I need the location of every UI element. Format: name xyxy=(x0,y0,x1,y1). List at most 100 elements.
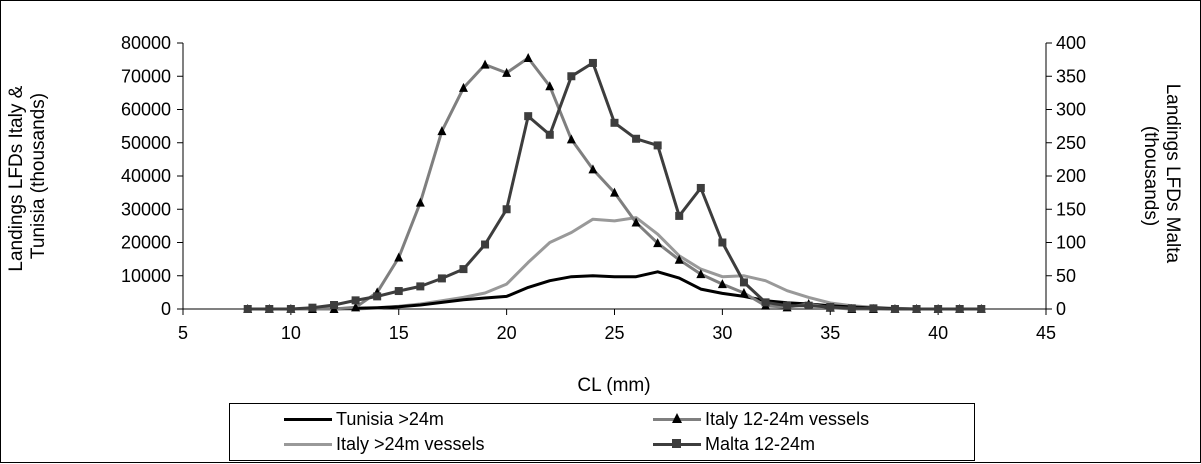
point-marker-malta-12-24m xyxy=(696,183,705,192)
point-marker-malta-12-24m xyxy=(632,134,641,143)
y-axis-left-ticks: 0 10000 20000 30000 40000 50000 60000 70000 8000… xyxy=(121,33,183,319)
y-tick-label: 20000 xyxy=(121,233,171,253)
point-marker-malta-12-24m xyxy=(739,278,748,287)
point-marker-italy-12-24m xyxy=(545,81,555,91)
point-marker-italy-12-24m xyxy=(351,302,361,312)
x-tick-label: 40 xyxy=(928,323,948,343)
y2-tick-label: 50 xyxy=(1056,266,1076,286)
legend-square-marker xyxy=(672,439,681,448)
legend-swatch-italy-12-24 xyxy=(653,412,701,426)
y-tick-label: 60000 xyxy=(121,100,171,120)
point-marker-malta-12-24m xyxy=(847,304,856,313)
point-marker-italy-12-24m xyxy=(631,217,641,227)
legend-label-italy-12-24: Italy 12-24m vessels xyxy=(705,408,870,429)
point-marker-italy-12-24m xyxy=(588,164,598,174)
point-marker-malta-12-24m xyxy=(373,292,382,301)
y-axis-right-title-line1: Landings LFDs Malta xyxy=(1162,84,1183,264)
point-marker-italy-12-24m xyxy=(610,187,619,197)
x-tick-label: 30 xyxy=(712,323,732,343)
point-marker-italy-12-24m xyxy=(674,254,684,264)
point-marker-malta-12-24m xyxy=(524,112,533,121)
y2-tick-label: 200 xyxy=(1056,166,1086,186)
y-axis-left-title-line2: Tunisia (thousands) xyxy=(28,93,49,259)
legend-swatch-tunisia xyxy=(284,412,332,426)
legend-label-italy-gt24: Italy >24m vessels xyxy=(336,433,485,454)
point-marker-malta-12-24m xyxy=(955,305,964,313)
point-marker-malta-12-24m xyxy=(416,282,425,291)
point-marker-italy-12-24m xyxy=(653,238,663,248)
y2-tick-label: 400 xyxy=(1056,33,1086,53)
point-marker-malta-12-24m xyxy=(502,205,511,214)
x-tick-label: 15 xyxy=(389,323,409,343)
point-marker-italy-12-24m xyxy=(480,59,490,69)
x-tick-label: 25 xyxy=(604,323,624,343)
legend-item-italy-12-24: Italy 12-24m vessels xyxy=(653,408,869,430)
legend-label-tunisia: Tunisia >24m xyxy=(336,408,444,429)
point-marker-malta-12-24m xyxy=(437,274,446,283)
y-axis-right-title: Landings LFDs Malta (thousands) xyxy=(1140,84,1183,269)
x-tick-label: 20 xyxy=(497,323,517,343)
y-tick-label: 70000 xyxy=(121,66,171,86)
legend-label-malta: Malta 12-24m xyxy=(705,433,816,454)
point-marker-malta-12-24m xyxy=(912,305,921,313)
x-axis-title: CL (mm) xyxy=(577,375,650,396)
point-marker-italy-12-24m xyxy=(437,126,447,136)
point-marker-malta-12-24m xyxy=(481,240,490,249)
point-marker-malta-12-24m xyxy=(545,130,554,139)
point-marker-malta-12-24m xyxy=(783,301,792,310)
legend-swatch-malta xyxy=(653,437,701,451)
y2-tick-label: 150 xyxy=(1056,199,1086,219)
series-line-malta-12-24m xyxy=(247,61,982,311)
y-tick-label: 0 xyxy=(161,299,171,319)
point-marker-italy-12-24m xyxy=(696,269,706,279)
point-marker-malta-12-24m xyxy=(610,118,619,127)
point-marker-malta-12-24m xyxy=(330,301,339,310)
series-line-italy-gt24m xyxy=(247,216,982,311)
point-marker-malta-12-24m xyxy=(653,141,662,150)
legend-item-italy-gt24: Italy >24m vessels xyxy=(284,433,485,455)
point-marker-malta-12-24m xyxy=(934,305,943,313)
x-axis-ticks: 5 10 15 20 25 30 35 40 45 xyxy=(178,309,1056,343)
point-marker-italy-12-24m xyxy=(717,279,727,289)
point-marker-malta-12-24m xyxy=(869,304,878,313)
y2-tick-label: 350 xyxy=(1056,66,1086,86)
point-marker-italy-12-24m xyxy=(415,197,425,207)
y2-tick-label: 0 xyxy=(1056,299,1066,319)
y-tick-label: 50000 xyxy=(121,133,171,153)
legend-triangle-marker xyxy=(672,413,682,423)
x-tick-label: 45 xyxy=(1036,323,1056,343)
point-marker-malta-12-24m xyxy=(243,305,252,313)
y2-tick-label: 100 xyxy=(1056,233,1086,253)
point-marker-malta-12-24m xyxy=(804,301,813,310)
legend: Tunisia >24m Italy 12-24m vessels Italy … xyxy=(229,403,975,461)
x-tick-label: 5 xyxy=(178,323,188,343)
y-axis-left-title: Landings LFDs Italy & Tunisia (thousands… xyxy=(6,80,49,271)
point-marker-malta-12-24m xyxy=(977,305,986,313)
x-tick-label: 10 xyxy=(281,323,301,343)
point-marker-malta-12-24m xyxy=(394,287,403,296)
y-tick-label: 10000 xyxy=(121,266,171,286)
y-tick-label: 40000 xyxy=(121,166,171,186)
point-marker-malta-12-24m xyxy=(459,265,468,274)
x-tick-label: 35 xyxy=(820,323,840,343)
series-line-italy-12-24m xyxy=(247,56,982,311)
legend-line-tunisia xyxy=(284,418,332,421)
y-axis-right-title-line2: (thousands) xyxy=(1140,126,1161,226)
point-marker-malta-12-24m xyxy=(675,211,684,220)
point-marker-malta-12-24m xyxy=(265,305,274,313)
point-marker-malta-12-24m xyxy=(308,303,317,312)
point-marker-italy-12-24m xyxy=(502,67,512,77)
point-marker-italy-12-24m xyxy=(566,134,576,144)
y-axis-right-ticks: 0 50 100 150 200 250 300 350 400 xyxy=(1046,33,1086,319)
y-tick-label: 30000 xyxy=(121,199,171,219)
point-marker-malta-12-24m xyxy=(286,305,295,313)
point-marker-malta-12-24m xyxy=(588,58,597,67)
y2-tick-label: 300 xyxy=(1056,100,1086,120)
legend-swatch-italy-gt24 xyxy=(284,437,332,451)
point-marker-malta-12-24m xyxy=(826,303,835,312)
y2-tick-label: 250 xyxy=(1056,133,1086,153)
point-marker-malta-12-24m xyxy=(351,296,360,305)
legend-line-italy-gt24 xyxy=(284,443,332,446)
point-marker-malta-12-24m xyxy=(718,238,727,247)
